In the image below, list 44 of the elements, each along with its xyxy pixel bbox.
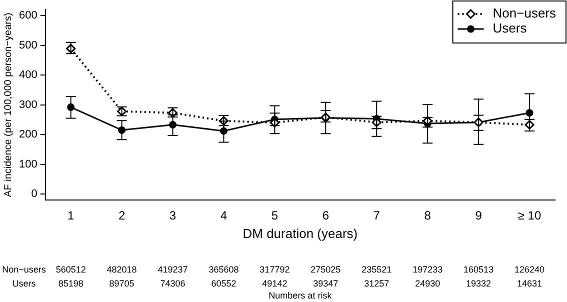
x-axis-title: DM duration (years) [242,226,358,241]
y-axis-title: AF incidence (per 100,000 person−years) [2,12,14,197]
text: 39347 [313,278,338,288]
y-tick-label: 200 [18,128,38,141]
text: 31257 [364,278,390,288]
text: Non−users [2,264,46,274]
text: 275025 [310,264,341,274]
text: 14631 [517,278,542,288]
x-tick-label: 8 [424,208,432,223]
y-tick-label: 0 [31,188,38,200]
text: 160513 [464,264,494,274]
y-tick-label: 300 [18,98,38,111]
text: 85198 [58,278,84,288]
x-tick-label: 1 [67,208,74,223]
text: 235521 [362,264,392,274]
x-tick-label: ≥ 10 [518,208,542,223]
text: 74306 [160,278,186,288]
text: 197233 [412,264,443,274]
text: 19332 [466,278,492,288]
text: 49142 [262,278,288,288]
legend-label: Non−users [492,6,556,21]
x-tick-label: 9 [475,208,482,223]
text: 24930 [415,278,440,288]
x-tick-label: 2 [118,208,126,223]
text: 419237 [158,264,188,274]
x-tick-label: 6 [322,208,330,223]
text: 317792 [260,264,290,274]
y-tick-label: 100 [18,158,38,170]
text: Numbers at risk [268,290,332,300]
text: 126240 [514,264,545,274]
text: 365608 [208,264,239,274]
x-tick-label: 7 [373,208,380,223]
y-tick-label: 500 [18,39,38,52]
x-tick-label: 3 [169,208,176,223]
legend-label: Users [492,20,528,36]
x-tick-label: 5 [271,208,278,223]
text: 60552 [211,278,236,288]
text: Users [12,278,36,288]
text: 89705 [109,278,134,288]
x-tick-label: 4 [220,208,228,223]
text: 482018 [106,264,137,274]
y-tick-label: 600 [18,10,38,22]
text: 560512 [56,264,86,274]
y-tick-label: 400 [18,69,38,82]
